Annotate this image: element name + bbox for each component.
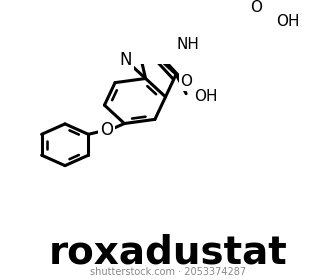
Text: N: N: [119, 51, 132, 69]
Text: O: O: [180, 74, 192, 89]
Text: O: O: [100, 121, 113, 139]
Text: OH: OH: [194, 89, 218, 104]
Text: OH: OH: [276, 14, 300, 29]
Text: NH: NH: [177, 37, 200, 52]
Text: roxadustat: roxadustat: [49, 234, 287, 272]
Text: O: O: [250, 0, 262, 15]
Text: shutterstock.com · 2053374287: shutterstock.com · 2053374287: [90, 267, 246, 277]
